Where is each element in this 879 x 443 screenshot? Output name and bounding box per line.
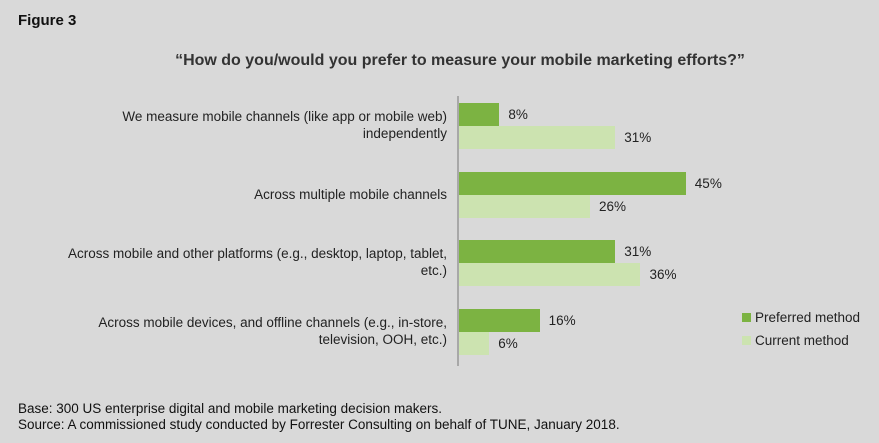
data-label: 36% [649,267,677,282]
category-label-line: Across mobile devices, and offline chann… [98,315,447,330]
category-label-line: etc.) [420,263,447,278]
data-label: 45% [694,176,722,191]
figure-label: Figure 3 [18,12,77,29]
category-label: We measure mobile channels (like app or … [17,108,447,142]
data-label: 6% [498,336,518,351]
current-bar [459,263,641,286]
category-label: Across mobile and other platforms (e.g.,… [17,245,447,279]
preferred-bar [459,103,500,126]
preferred-bar [459,309,540,332]
data-label: 31% [624,130,652,145]
category-label-line: independently [362,126,447,141]
data-label: 8% [508,107,528,122]
data-label: 31% [624,244,652,259]
category-label-line: television, OOH, etc.) [318,332,447,347]
current-bar [459,195,591,218]
legend-label: Preferred method [755,310,861,325]
category-label: Across mobile devices, and offline chann… [17,314,447,348]
legend-item: Current method [742,333,849,348]
legend-swatch [742,313,751,322]
category-label-line: Across mobile and other platforms (e.g.,… [68,246,447,261]
data-label: 16% [548,313,576,328]
legend-swatch [742,336,751,345]
legend-item: Preferred method [742,310,860,325]
category-label-line: Across multiple mobile channels [254,186,447,202]
data-label: 26% [599,199,627,214]
preferred-bar [459,240,616,263]
preferred-bar [459,172,686,195]
category-label-line: We measure mobile channels (like app or … [122,109,447,124]
current-bar [459,126,616,149]
legend-label: Current method [755,333,849,348]
category-label: Across multiple mobile channels [17,186,447,203]
footer-base: Base: 300 US enterprise digital and mobi… [18,401,442,416]
footer-source: Source: A commissioned study conducted b… [18,417,620,432]
chart-title: “How do you/would you prefer to measure … [175,52,745,69]
current-bar [459,332,490,355]
category-axis-line [457,96,459,366]
